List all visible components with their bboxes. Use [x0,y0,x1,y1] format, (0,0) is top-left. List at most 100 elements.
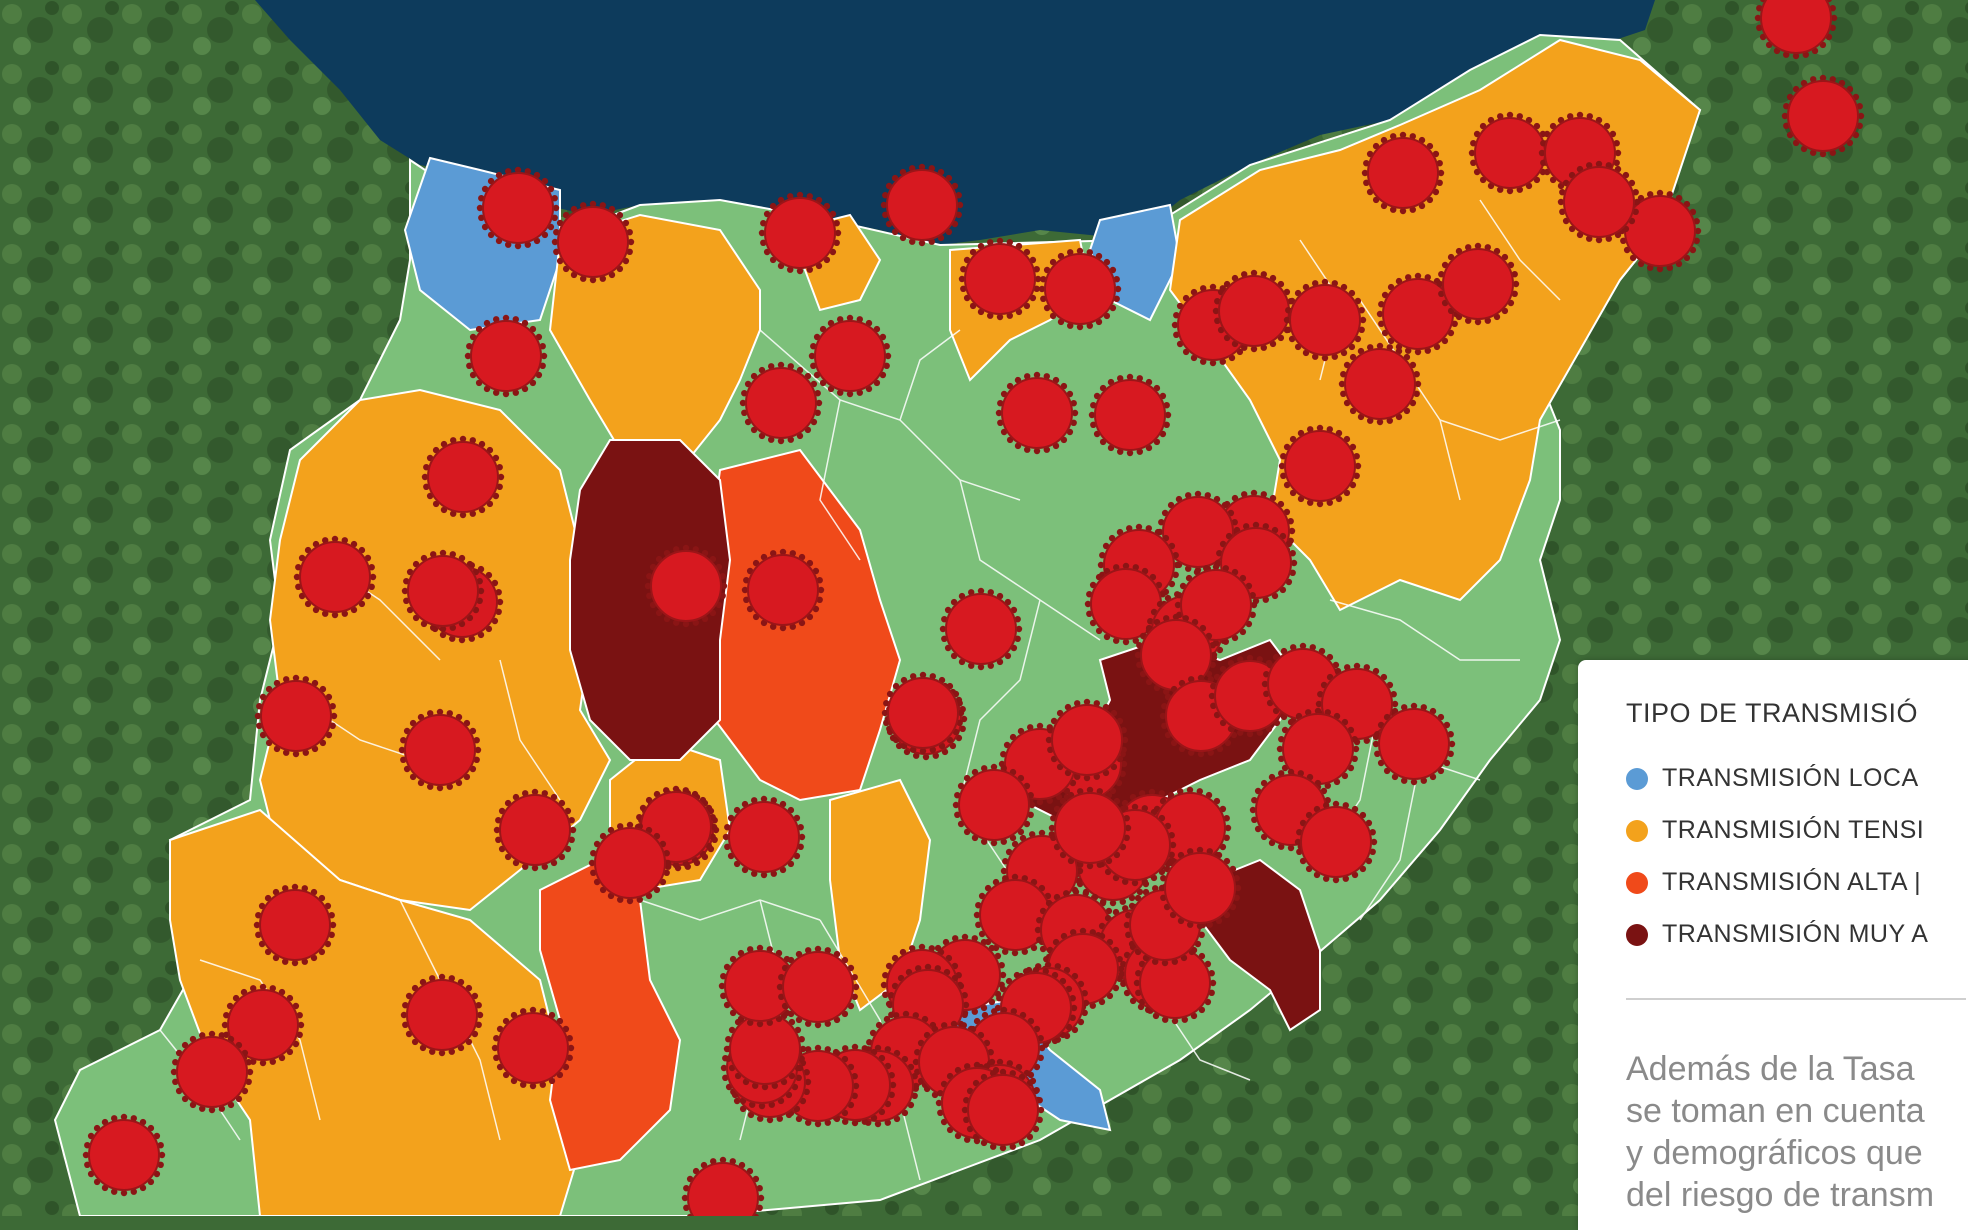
legend-item-high[interactable]: TRANSMISIÓN ALTA | [1626,868,1921,897]
legend-item-local[interactable]: TRANSMISIÓN LOCA [1626,764,1919,793]
virus-spike [961,1011,968,1018]
virus-spike [1285,326,1292,333]
virus-spike [1386,344,1394,351]
virus-spike [1316,424,1324,432]
virus-icon[interactable] [739,361,823,445]
virus-icon[interactable] [398,708,482,792]
virus-spike [1181,1016,1189,1023]
virus-icon[interactable] [1171,283,1255,367]
virus-icon[interactable] [1294,800,1378,884]
virus-icon[interactable] [1436,242,1520,326]
legend-item-tension[interactable]: TRANSMISIÓN TENSI [1626,816,1924,845]
virus-icon[interactable] [1338,342,1422,426]
virus-spike [997,419,1004,426]
virus-spike [914,1049,921,1056]
virus-spike [1367,417,1374,424]
virus-core [1624,195,1696,267]
virus-spike [1297,770,1305,777]
virus-spike [934,965,941,972]
virus-icon[interactable] [776,945,860,1029]
virus-icon[interactable] [1038,247,1122,331]
virus-icon[interactable] [588,821,672,905]
virus-spike [636,896,643,903]
virus-spike [1829,5,1836,12]
virus-icon[interactable] [1372,702,1456,786]
virus-spike [798,1055,805,1063]
virus-icon[interactable] [880,163,964,247]
virus-spike [718,982,726,990]
virus-core [1344,348,1416,420]
virus-icon[interactable] [476,166,560,250]
virus-icon[interactable] [1212,269,1296,353]
virus-icon[interactable] [939,587,1023,671]
virus-icon[interactable] [1088,373,1172,457]
virus-spike [1011,873,1019,881]
virus-icon[interactable] [1045,698,1129,782]
virus-spike [1122,905,1129,912]
virus-icon[interactable] [958,237,1042,321]
virus-icon[interactable] [722,795,806,879]
virus-icon[interactable] [1754,0,1838,60]
virus-spike [1093,773,1101,780]
virus-icon[interactable] [1781,74,1865,158]
virus-spike [956,700,963,707]
virus-core [1300,806,1372,878]
virus-spike [421,473,429,481]
virus-icon[interactable] [644,544,728,628]
virus-icon[interactable] [758,191,842,275]
virus-icon[interactable] [82,1113,166,1197]
virus-spike [990,839,998,847]
virus-icon[interactable] [1278,424,1362,508]
virus-icon[interactable] [464,314,548,398]
virus-spike [423,464,430,471]
virus-spike [1194,490,1202,498]
virus-spike [929,746,936,753]
virus-icon[interactable] [253,883,337,967]
virus-icon[interactable] [293,535,377,619]
virus-icon[interactable] [491,1006,575,1090]
virus-icon[interactable] [1557,160,1641,244]
legend-item-very-high[interactable]: TRANSMISIÓN MUY A [1626,920,1928,949]
virus-spike [1173,312,1180,319]
virus-spike [256,703,263,710]
virus-spike [529,1082,537,1090]
virus-spike [912,1082,920,1090]
virus-spike [1123,921,1131,929]
virus-spike [496,464,503,471]
virus-icon[interactable] [995,371,1079,455]
virus-icon[interactable] [421,435,505,519]
virus-spike [1169,841,1177,849]
virus-icon[interactable] [881,671,965,755]
virus-icon[interactable] [1048,786,1132,870]
virus-spike [1082,999,1090,1007]
virus-icon[interactable] [400,973,484,1057]
virus-icon[interactable] [952,763,1036,847]
virus-icon[interactable] [741,548,825,632]
virus-spike [1810,76,1817,83]
virus-spike [1131,879,1139,887]
virus-spike [1409,206,1417,213]
virus-icon[interactable] [808,314,892,398]
virus-icon[interactable] [170,1030,254,1114]
virus-icon[interactable] [1134,613,1218,697]
virus-icon[interactable] [493,788,577,872]
virus-icon[interactable] [718,944,802,1028]
virus-icon[interactable] [1158,846,1242,930]
virus-spike [439,549,447,557]
virus-icon[interactable] [681,1156,765,1216]
virus-icon[interactable] [1283,278,1367,362]
virus-icon[interactable] [1361,131,1445,215]
virus-spike [524,241,531,248]
virus-spike [861,1045,868,1052]
virus-core [482,172,554,244]
virus-spike [723,1045,731,1053]
virus-icon[interactable] [401,549,485,633]
virus-spike [1043,446,1051,453]
virus-icon[interactable] [221,983,305,1067]
virus-icon[interactable] [254,674,338,758]
virus-icon[interactable] [961,1068,1045,1152]
virus-icon[interactable] [551,200,635,284]
region-very-high-1[interactable] [569,439,732,761]
virus-spike [541,790,548,797]
